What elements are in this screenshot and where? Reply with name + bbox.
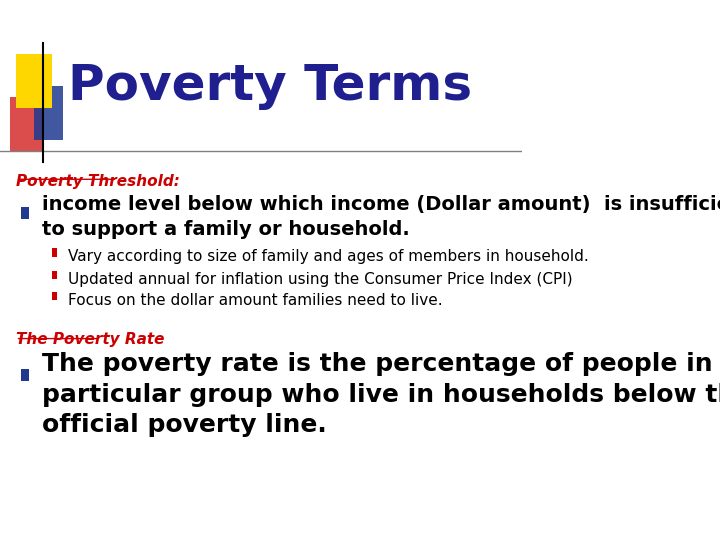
- Bar: [21, 369, 29, 381]
- Text: Updated annual for inflation using the Consumer Price Index (CPI): Updated annual for inflation using the C…: [68, 272, 572, 287]
- Text: The poverty rate is the percentage of people in a
particular group who live in h: The poverty rate is the percentage of pe…: [42, 352, 720, 437]
- Text: The Poverty Rate: The Poverty Rate: [16, 332, 164, 347]
- Bar: [16, 54, 53, 108]
- Text: Focus on the dollar amount families need to live.: Focus on the dollar amount families need…: [68, 293, 443, 308]
- Text: income level below which income (Dollar amount)  is insufficient
to support a fa: income level below which income (Dollar …: [42, 195, 720, 239]
- Bar: [21, 207, 29, 219]
- Bar: [11, 97, 45, 151]
- Bar: [34, 86, 63, 140]
- Bar: [53, 271, 58, 279]
- Text: Vary according to size of family and ages of members in household.: Vary according to size of family and age…: [68, 249, 589, 265]
- Text: Poverty Threshold:: Poverty Threshold:: [16, 174, 179, 189]
- Text: Poverty Terms: Poverty Terms: [68, 63, 472, 110]
- Bar: [53, 248, 58, 256]
- Bar: [53, 292, 58, 300]
